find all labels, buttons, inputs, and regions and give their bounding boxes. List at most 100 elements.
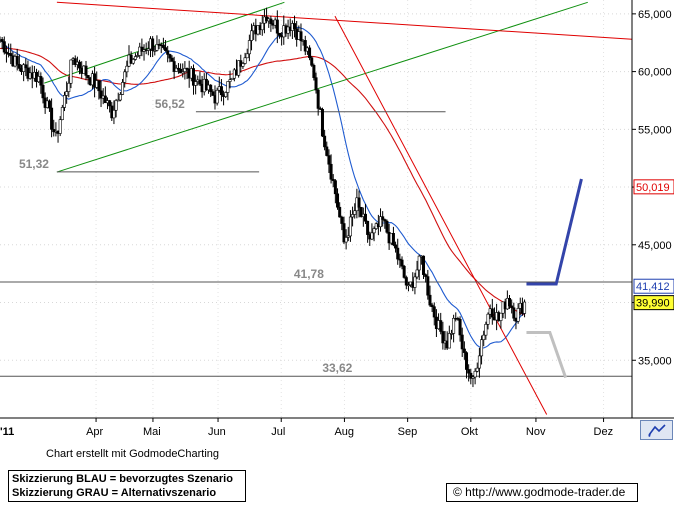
candle-body xyxy=(316,89,320,109)
candle-body xyxy=(67,82,71,92)
candle-body xyxy=(166,50,170,55)
candle-body xyxy=(39,76,43,86)
candle-body xyxy=(475,367,479,372)
candle-body xyxy=(344,237,348,243)
candle-body xyxy=(499,312,503,321)
y-tick-label: 60,000 xyxy=(638,67,672,79)
candle-body xyxy=(323,135,327,148)
source-link[interactable]: © http://www.godmode-trader.de xyxy=(446,483,638,502)
candle-body xyxy=(327,155,331,165)
legend-blue-text: Skizzierung BLAU = bevorzugtes Szenario xyxy=(12,473,233,485)
candle-body xyxy=(133,56,137,60)
candle-body xyxy=(460,334,464,350)
candle-body xyxy=(303,40,307,52)
price-tag-box xyxy=(633,179,674,195)
candle-body xyxy=(146,48,150,51)
candle-body xyxy=(204,78,208,91)
price-chart: 56,52 51,32 41,78 33,62 35,00040,00045,0005… xyxy=(0,0,674,438)
candle-body xyxy=(486,313,490,325)
candle-body xyxy=(52,129,56,133)
candle-body xyxy=(86,75,90,79)
scenario-blue-line xyxy=(526,178,583,286)
candle-body xyxy=(471,376,475,379)
candle-body xyxy=(370,232,374,240)
candle-body xyxy=(176,67,180,70)
candle-body xyxy=(0,39,4,42)
candle-body xyxy=(118,94,122,101)
candle-body xyxy=(78,61,82,69)
candle-body xyxy=(426,276,430,296)
candle-body xyxy=(372,228,376,234)
candle-body xyxy=(456,318,460,320)
candle-body xyxy=(125,65,129,73)
candle-body xyxy=(228,79,232,82)
candle-body xyxy=(73,58,77,65)
level-label: 51,32 xyxy=(19,157,49,171)
candle-body xyxy=(269,18,273,24)
scenario-gray-line xyxy=(526,331,568,379)
candle-body xyxy=(396,247,400,260)
candle-body xyxy=(516,308,520,322)
candle-body xyxy=(333,180,337,195)
candle-body xyxy=(484,324,488,336)
candle-body xyxy=(245,53,249,59)
y-tick-label: 35,000 xyxy=(638,355,672,367)
candle-body xyxy=(194,81,198,86)
candle-body xyxy=(243,57,247,64)
legend-gray-text: Skizzierung GRAU = Alternativszenario xyxy=(12,487,217,499)
price-tag-box xyxy=(633,278,674,294)
chart-tool-icon[interactable] xyxy=(640,420,673,440)
candle-body xyxy=(2,41,6,53)
candle-body xyxy=(469,372,473,379)
candle-body xyxy=(65,91,69,96)
candle-body xyxy=(467,369,471,374)
ma-red-line xyxy=(0,47,525,316)
candle-body xyxy=(340,216,344,224)
candle-body xyxy=(170,57,174,62)
candle-body xyxy=(318,108,322,110)
candle-body xyxy=(47,100,51,109)
candle-body xyxy=(308,47,312,58)
candle-body xyxy=(480,339,484,357)
candle-body xyxy=(357,197,361,208)
candle-body xyxy=(226,81,230,93)
candle-body xyxy=(211,91,215,96)
candle-body xyxy=(168,54,172,59)
candle-body xyxy=(58,119,62,134)
candle-body xyxy=(24,64,28,69)
candle-body xyxy=(97,80,101,92)
candle-body xyxy=(366,220,370,235)
candle-body xyxy=(241,63,245,67)
candle-body xyxy=(342,223,346,243)
y-tick-label: 55,000 xyxy=(638,124,672,136)
x-tick-label: Jul xyxy=(271,426,285,438)
candle-body xyxy=(413,276,417,288)
candle-body xyxy=(310,57,314,66)
candle-body xyxy=(398,258,402,261)
candle-body xyxy=(336,193,340,208)
candle-body xyxy=(114,100,118,111)
candle-body xyxy=(198,79,202,85)
candle-body xyxy=(447,333,451,349)
candle-body xyxy=(153,50,157,52)
plot-area xyxy=(0,0,632,418)
candle-body xyxy=(381,216,385,220)
x-tick-label: Jun xyxy=(208,426,226,438)
candle-body xyxy=(260,22,264,31)
price-tag-label: 39,990 xyxy=(636,298,670,310)
candle-body xyxy=(406,284,410,287)
candle-body xyxy=(325,146,329,156)
overlays: 56,52 51,32 41,78 33,62 xyxy=(0,1,633,415)
candle-body xyxy=(439,320,443,332)
candle-body xyxy=(422,255,426,275)
candle-body xyxy=(219,86,223,96)
candle-body xyxy=(209,84,213,92)
candle-body xyxy=(4,51,8,54)
candle-body xyxy=(465,352,469,370)
candle-body xyxy=(441,331,445,344)
candle-body xyxy=(183,68,187,72)
candles xyxy=(0,7,527,388)
candle-body xyxy=(9,53,13,57)
candle-body xyxy=(172,61,176,72)
candle-body xyxy=(250,30,254,41)
